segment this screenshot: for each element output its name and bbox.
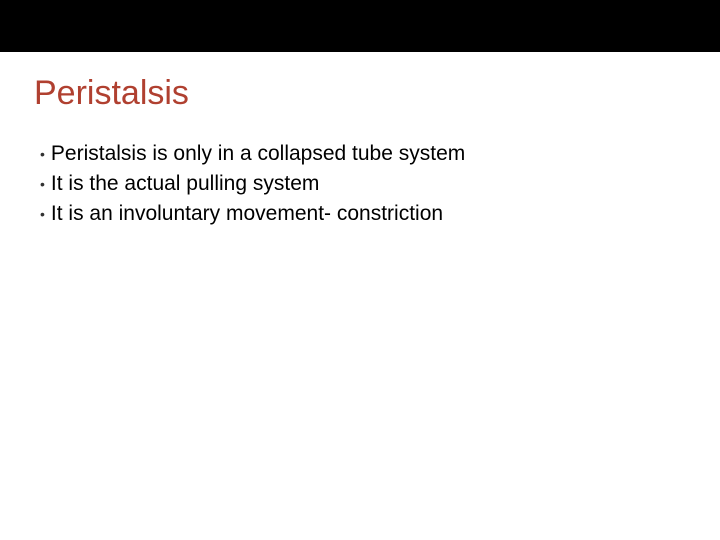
slide-content: Peristalsis • Peristalsis is only in a c… bbox=[0, 52, 720, 227]
bullet-item: • It is an involuntary movement- constri… bbox=[40, 201, 686, 227]
bullet-text: It is the actual pulling system bbox=[51, 171, 319, 197]
bullet-item: • Peristalsis is only in a collapsed tub… bbox=[40, 141, 686, 167]
bullet-list: • Peristalsis is only in a collapsed tub… bbox=[34, 141, 686, 227]
bullet-text: Peristalsis is only in a collapsed tube … bbox=[51, 141, 465, 167]
bullet-dot-icon: • bbox=[40, 171, 45, 197]
bullet-text: It is an involuntary movement- constrict… bbox=[51, 201, 443, 227]
bullet-dot-icon: • bbox=[40, 201, 45, 227]
bullet-item: • It is the actual pulling system bbox=[40, 171, 686, 197]
top-bar bbox=[0, 0, 720, 52]
bullet-dot-icon: • bbox=[40, 141, 45, 167]
slide-title: Peristalsis bbox=[34, 74, 686, 113]
